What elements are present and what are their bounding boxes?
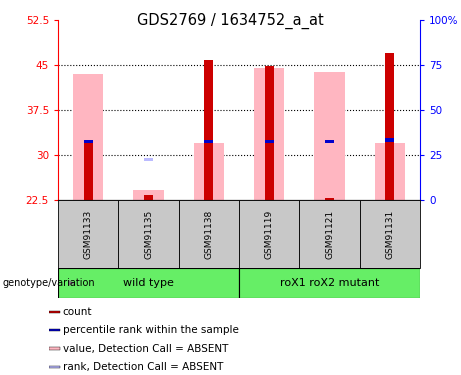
Text: percentile rank within the sample: percentile rank within the sample (63, 326, 238, 335)
Bar (314, 72, 344, 200)
Bar (118, 200, 179, 268)
Text: GDS2769 / 1634752_a_at: GDS2769 / 1634752_a_at (137, 13, 324, 29)
Bar (194, 143, 224, 200)
Bar (49, 311, 60, 313)
Bar (325, 140, 334, 144)
Bar (144, 195, 153, 200)
Bar (385, 53, 394, 200)
Text: GSM91135: GSM91135 (144, 209, 153, 259)
Text: count: count (63, 307, 92, 317)
Bar (265, 140, 274, 144)
Bar (325, 198, 334, 200)
Bar (299, 200, 360, 268)
Text: value, Detection Call = ABSENT: value, Detection Call = ABSENT (63, 344, 228, 354)
Text: GSM91133: GSM91133 (83, 209, 93, 259)
Bar (239, 200, 299, 268)
Text: GSM91119: GSM91119 (265, 209, 274, 259)
Bar (265, 66, 274, 200)
Bar (49, 348, 60, 350)
Bar (204, 140, 213, 143)
Text: rank, Detection Call = ABSENT: rank, Detection Call = ABSENT (63, 362, 223, 372)
Text: GSM91138: GSM91138 (204, 209, 213, 259)
Bar (49, 329, 60, 332)
Bar (375, 143, 405, 200)
Bar (254, 68, 284, 200)
Bar (144, 158, 153, 162)
Bar (385, 138, 394, 142)
Bar (360, 200, 420, 268)
Bar (58, 200, 118, 268)
Bar (133, 190, 164, 200)
Text: genotype/variation: genotype/variation (2, 278, 95, 288)
Bar (239, 268, 420, 298)
Text: GSM91131: GSM91131 (385, 209, 394, 259)
Bar (83, 140, 93, 144)
Bar (83, 140, 93, 200)
Text: roX1 roX2 mutant: roX1 roX2 mutant (280, 278, 379, 288)
Text: wild type: wild type (123, 278, 174, 288)
Bar (49, 366, 60, 368)
Text: GSM91121: GSM91121 (325, 209, 334, 259)
Bar (73, 74, 103, 200)
Bar (179, 200, 239, 268)
Bar (58, 268, 239, 298)
Bar (204, 60, 213, 200)
